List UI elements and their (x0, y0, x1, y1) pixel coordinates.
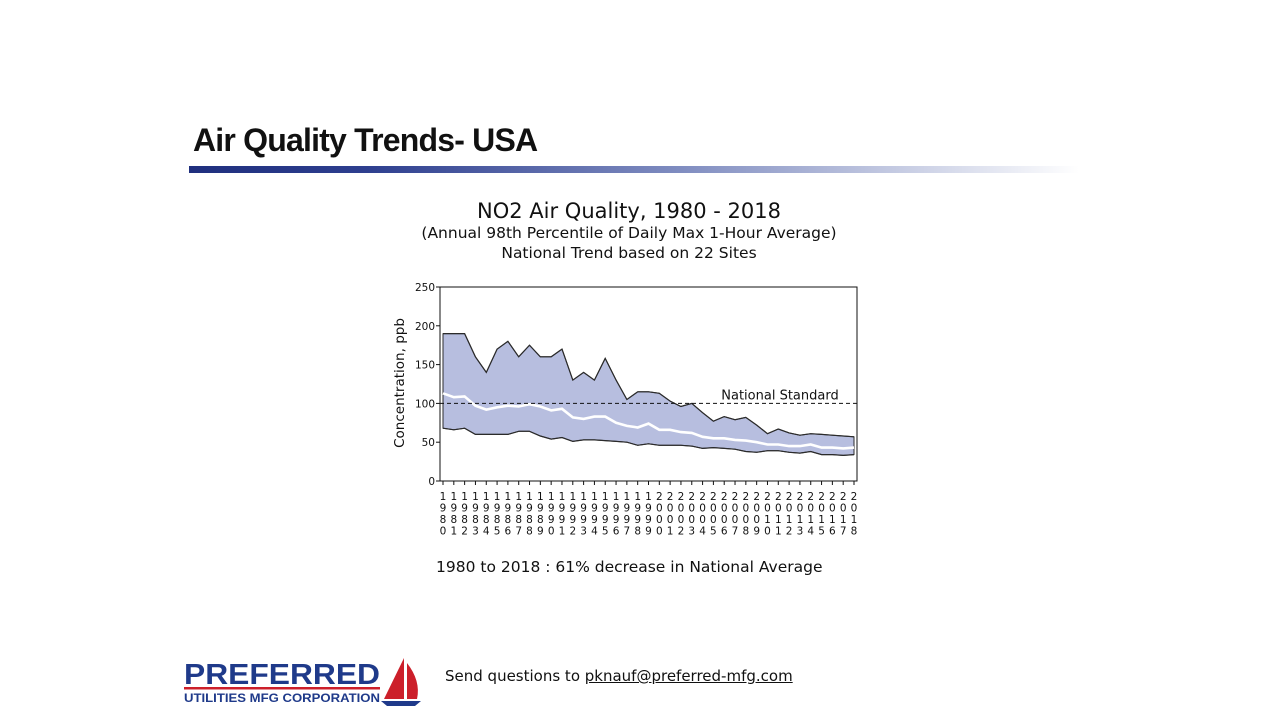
y-tick-label: 0 (428, 476, 435, 488)
chart-subtitle2: National Trend based on 22 Sites (501, 244, 756, 262)
no2-trend-chart: NO2 Air Quality, 1980 - 2018 (Annual 98t… (392, 199, 858, 576)
y-tick-label: 250 (415, 282, 435, 294)
footer-prompt: Send questions to (445, 667, 585, 685)
y-tick-label: 50 (422, 437, 435, 449)
footer-email-link[interactable]: pknauf@preferred-mfg.com (584, 667, 793, 685)
sailboat-icon (381, 658, 421, 706)
footer-contact: Send questions to pknauf@preferred-mfg.c… (445, 667, 793, 685)
reference-line-label: National Standard (721, 388, 838, 403)
y-tick-label: 100 (415, 398, 435, 410)
chart-annotation: 1980 to 2018 : 61% decrease in National … (436, 558, 823, 576)
logo-rule (184, 687, 380, 690)
series-line-upper (443, 333, 855, 438)
chart-title: NO2 Air Quality, 1980 - 2018 (477, 199, 781, 223)
series-line-lower (442, 427, 855, 457)
company-logo: PREFERRED UTILITIES MFG CORPORATION (184, 658, 421, 706)
y-tick-label: 150 (415, 360, 435, 372)
title-rule (189, 166, 1079, 173)
y-tick-label: 200 (415, 321, 435, 333)
series-line-mean (442, 392, 855, 450)
logo-text-sub: UTILITIES MFG CORPORATION (184, 691, 380, 705)
chart-subtitle: (Annual 98th Percentile of Daily Max 1-H… (421, 224, 836, 242)
logo-text-main: PREFERRED (184, 659, 380, 691)
slide-title: Air Quality Trends- USA (193, 122, 538, 158)
plot-area: 0 50 100 150 200 250 1 9 8 01 9 8 1 1 9 8 2 1 9 8 3 1 9 8 4 1 9 8 5 1… (415, 282, 858, 538)
y-axis-label: Concentration, ppb (392, 318, 408, 448)
